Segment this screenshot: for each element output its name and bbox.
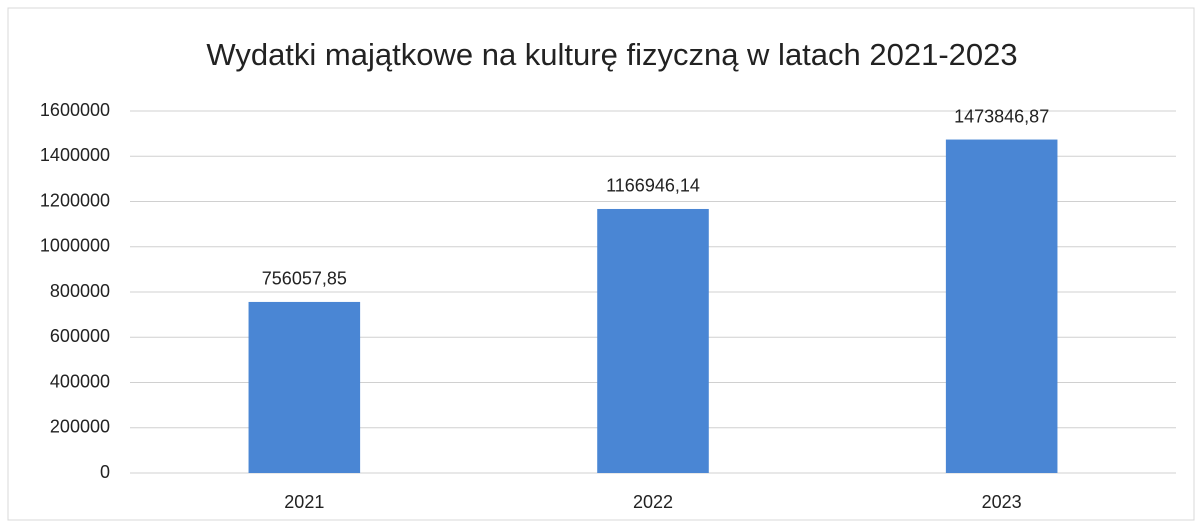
chart-title: Wydatki majątkowe na kulturę fizyczną w … [206,37,1017,72]
data-label: 1166946,14 [606,176,700,196]
y-tick-label: 1000000 [40,236,110,256]
y-tick-label: 1200000 [40,190,110,210]
y-tick-label: 800000 [50,281,110,301]
bar [248,301,361,473]
y-tick-label: 200000 [50,417,110,437]
data-label: 756057,85 [262,269,347,289]
x-tick-label: 2023 [982,492,1022,512]
data-label: 1473846,87 [954,106,1049,126]
x-tick-label: 2022 [633,492,673,512]
y-tick-label: 1600000 [40,100,110,120]
bar [945,139,1058,473]
y-tick-label: 600000 [50,326,110,346]
y-tick-label: 400000 [50,371,110,391]
bar [597,208,709,473]
y-tick-label: 1400000 [40,145,110,165]
y-tick-label: 0 [100,462,110,482]
x-tick-label: 2021 [284,492,324,512]
